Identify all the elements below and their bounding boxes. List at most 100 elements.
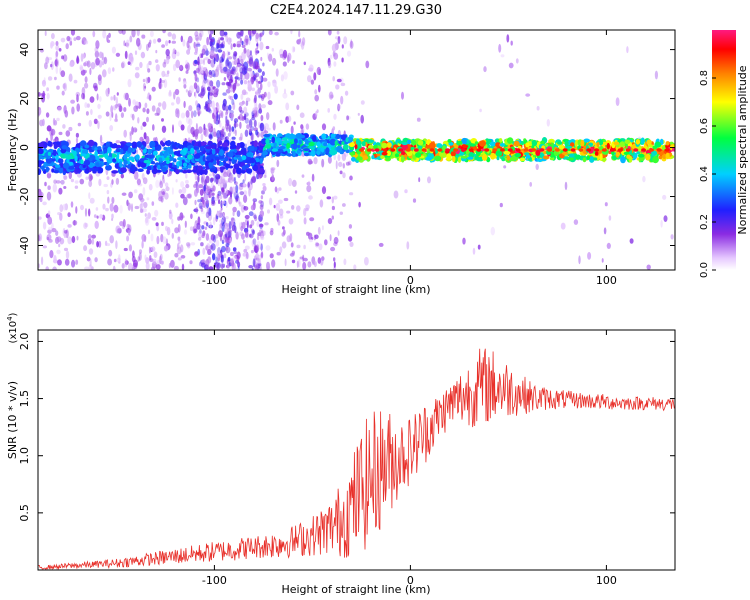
spectrogram-band-cell [150, 166, 154, 170]
spectrogram-speckle [115, 177, 120, 185]
spectrogram-speckle [123, 40, 126, 47]
spectrogram-band-cell [178, 160, 183, 167]
spectrogram-speckle [327, 30, 332, 36]
spectrogram-speckle [230, 251, 234, 257]
spectrogram-speckle [360, 100, 365, 105]
spectrogram-speckle [136, 30, 140, 37]
spectrogram-band-cell [588, 142, 594, 147]
spectrogram-speckle [317, 257, 321, 264]
spectrogram-speckle [341, 44, 344, 49]
spectrogram-speckle [207, 30, 211, 35]
spectrogram-speckle [239, 110, 244, 114]
spectrogram-band-cell [495, 142, 501, 148]
spectrogram-speckle [194, 199, 197, 206]
spectrogram-speckle [85, 111, 89, 116]
spectrogram-speckle [260, 200, 264, 208]
spectrogram-speckle [193, 110, 197, 118]
x-tick-label: 0 [407, 574, 414, 587]
spectrogram-peak-cell [617, 148, 623, 152]
spectrogram-speckle [115, 52, 121, 57]
spectrogram-speckle [40, 192, 44, 199]
spectrogram-speckle [427, 176, 431, 184]
spectrogram-speckle [124, 258, 128, 268]
spectrogram-band-cell [466, 139, 470, 144]
spectrogram-speckle [146, 63, 149, 70]
spectrogram-speckle [333, 52, 339, 60]
spectrogram-speckle [222, 66, 228, 72]
spectrogram-speckle [358, 201, 361, 208]
spectrogram-speckle [195, 37, 199, 42]
spectrogram-speckle [64, 258, 70, 266]
spectrogram-speckle [256, 221, 260, 227]
spectrogram-speckle [152, 38, 157, 44]
spectrogram-speckle [279, 119, 283, 124]
spectrogram-speckle [327, 218, 333, 225]
spectrogram-speckle [587, 252, 592, 260]
spectrogram-speckle [244, 214, 250, 220]
spectrogram-speckle [412, 198, 417, 203]
spectrogram-speckle [111, 196, 115, 204]
spectrogram-speckle [144, 254, 147, 261]
spectrogram-speckle [162, 191, 165, 197]
spectrogram-band-cell [575, 154, 581, 160]
spectrogram-speckle [88, 119, 93, 127]
spectrogram-speckle [210, 243, 216, 251]
spectrogram-band-cell [368, 139, 375, 143]
spectrogram-speckle [258, 33, 263, 38]
spectrogram-speckle [252, 229, 255, 235]
spectrogram-speckle [89, 175, 94, 181]
spectrogram-band-cell [613, 141, 620, 146]
spectrogram-speckle [124, 92, 129, 101]
spectrogram-speckle [88, 192, 91, 200]
spectrogram-peak-cell [374, 148, 380, 152]
spectrogram-speckle [223, 180, 228, 184]
spectrogram-speckle [225, 237, 228, 244]
spectrogram-band-cell [99, 151, 103, 155]
spectrogram-speckle [225, 201, 228, 208]
spectrogram-speckle [222, 131, 226, 138]
spectrogram-band-cell [137, 168, 144, 172]
spectrogram-speckle [249, 50, 252, 56]
spectrogram-speckle [228, 229, 232, 238]
spectrogram-speckle [258, 95, 263, 99]
spectrogram-speckle [299, 112, 305, 118]
spectrogram-speckle [202, 126, 207, 136]
spectrogram-band-cell [84, 144, 90, 149]
spectrogram-band-cell [74, 155, 78, 162]
spectrogram-speckle [244, 143, 247, 149]
spectrogram-speckle [201, 53, 204, 58]
spectrogram-speckle [340, 95, 344, 105]
spectrogram-speckle [333, 61, 337, 67]
spectrogram-speckle [248, 124, 252, 134]
spectrogram-speckle [306, 231, 310, 236]
spectrogram-speckle [198, 32, 202, 41]
spectrogram-speckle [156, 235, 160, 245]
spectrogram-speckle [219, 219, 224, 224]
spectrogram-speckle [242, 252, 247, 257]
spectrogram-speckle [97, 103, 101, 110]
spectrogram-band-cell [123, 159, 128, 166]
spectrogram-speckle [155, 264, 161, 270]
spectrogram-speckle [225, 188, 228, 196]
spectrogram-speckle [269, 253, 274, 259]
spectrogram-speckle [525, 93, 531, 97]
spectrogram-speckle [89, 67, 92, 76]
spectrogram-speckle [216, 212, 220, 217]
spectrogram-speckle [53, 255, 57, 264]
spectrogram-speckle [500, 54, 505, 58]
spectrogram-speckle [185, 183, 190, 189]
spectrogram-speckle [217, 103, 220, 112]
spectrogram-band-cell [490, 152, 496, 160]
spectrogram-speckle [150, 246, 156, 252]
spectrogram-band-cell [646, 139, 652, 145]
spectrogram-band-cell [79, 140, 87, 147]
spectrogram-speckle [180, 124, 185, 131]
spectrogram-speckle [244, 245, 250, 250]
spectrogram-band-cell [228, 158, 233, 162]
spectrogram-speckle [536, 106, 540, 111]
spectrogram-speckle [43, 77, 46, 84]
spectrogram-band-cell [514, 153, 522, 158]
spectrogram-speckle [95, 207, 99, 211]
spectrogram-speckle [271, 259, 276, 268]
spectrogram-speckle [120, 173, 125, 179]
